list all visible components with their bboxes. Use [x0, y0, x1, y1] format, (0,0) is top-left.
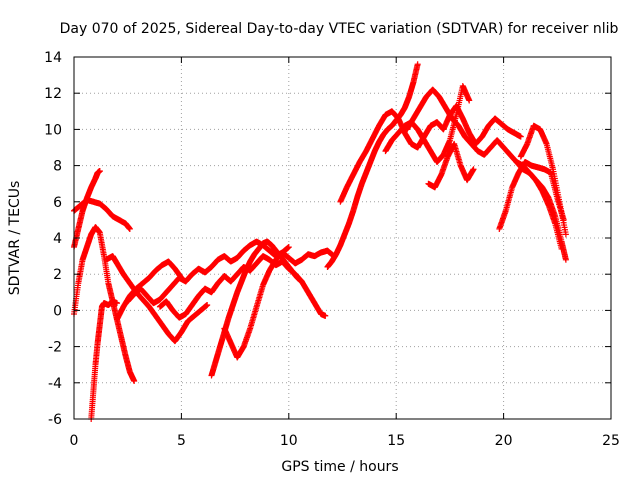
x-tick-labels: 0 5 10 15 20 25 [70, 433, 620, 449]
x-tick-label: 5 [177, 433, 186, 449]
y-tick-label: 12 [44, 86, 62, 102]
y-tick-label: -6 [48, 412, 62, 428]
y-tick-label: 14 [44, 50, 62, 66]
y-tick-label: 0 [53, 303, 62, 319]
y-axis-label: SDTVAR / TECUs [7, 181, 23, 296]
x-axis-label: GPS time / hours [281, 459, 398, 475]
y-tick-label: 10 [44, 122, 62, 138]
data-points [71, 61, 569, 422]
y-tick-label: 6 [53, 195, 62, 211]
data-point [204, 301, 211, 308]
x-tick-label: 15 [387, 433, 405, 449]
x-tick-label: 10 [280, 433, 298, 449]
data-point [126, 225, 133, 232]
data-point [96, 168, 103, 175]
series-track-5 [103, 253, 211, 345]
x-tick-label: 20 [495, 433, 513, 449]
y-tick-labels: -6 -4 -2 0 2 4 6 8 10 12 14 [44, 50, 62, 428]
series-track-1 [71, 196, 133, 232]
series-track-2 [71, 168, 103, 251]
data-point [131, 377, 138, 384]
x-tick-label: 0 [70, 433, 79, 449]
y-tick-label: 8 [53, 159, 62, 175]
y-tick-label: 2 [53, 267, 62, 283]
series-track-4 [88, 298, 120, 422]
series-track-17 [517, 122, 569, 238]
y-tick-label: 4 [53, 231, 62, 247]
y-tick-label: -2 [48, 340, 62, 356]
data-point [113, 300, 120, 307]
chart-title: Day 070 of 2025, Sidereal Day-to-day VTE… [60, 21, 619, 37]
y-tick-label: -4 [48, 376, 62, 392]
x-tick-label: 25 [602, 433, 620, 449]
